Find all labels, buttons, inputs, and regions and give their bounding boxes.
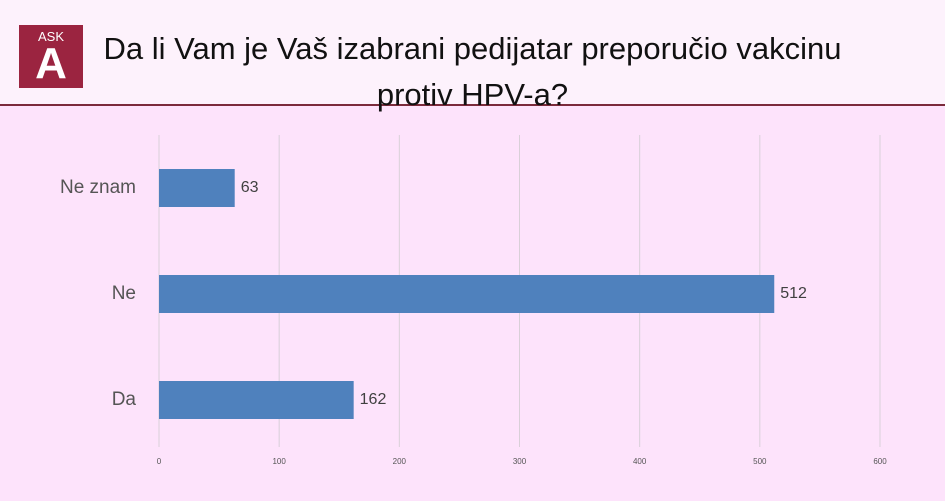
x-tick-label: 0 bbox=[157, 457, 162, 466]
logo: ASK A bbox=[19, 25, 83, 88]
y-tick-label: Ne znam bbox=[60, 177, 136, 198]
value-label: 512 bbox=[780, 285, 807, 302]
bar bbox=[159, 275, 775, 313]
x-tick-label: 400 bbox=[633, 457, 647, 466]
x-tick-label: 200 bbox=[393, 457, 407, 466]
bar bbox=[159, 169, 235, 207]
y-tick-label: Ne bbox=[112, 283, 136, 304]
y-tick-label: Da bbox=[112, 389, 137, 410]
header: ASK A Da li Vam je Vaš izabrani pedijata… bbox=[0, 0, 945, 112]
x-tick-label: 500 bbox=[753, 457, 767, 466]
value-label: 162 bbox=[360, 391, 387, 408]
x-tick-label: 100 bbox=[272, 457, 286, 466]
logo-letter: A bbox=[35, 39, 67, 88]
value-label: 63 bbox=[241, 179, 259, 196]
x-tick-label: 600 bbox=[873, 457, 887, 466]
logo-text: ASK bbox=[37, 29, 64, 44]
x-tick-label: 300 bbox=[513, 457, 527, 466]
chart-title: Da li Vam je Vaš izabrani pedijatar prep… bbox=[103, 31, 842, 112]
bar bbox=[159, 381, 354, 419]
